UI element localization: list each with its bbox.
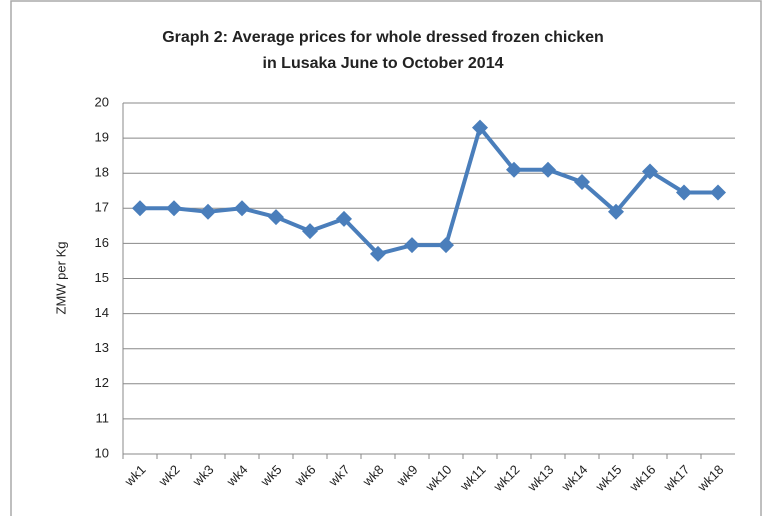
y-tick-label: 18 <box>95 165 109 180</box>
marker <box>234 200 250 217</box>
marker <box>710 184 726 201</box>
x-tick-label: wk11 <box>456 462 488 494</box>
marker <box>302 223 318 240</box>
x-tick-label: wk10 <box>422 462 455 495</box>
x-tick-label: wk14 <box>558 462 591 495</box>
chart-title: Graph 2: Average prices for whole dresse… <box>162 29 604 46</box>
marker <box>336 210 352 227</box>
y-tick-label: 14 <box>95 305 109 320</box>
x-tick-label: wk8 <box>359 462 387 490</box>
marker <box>370 245 386 262</box>
x-tick-label: wk12 <box>490 462 523 495</box>
y-tick-label: 10 <box>95 445 109 460</box>
y-tick-label: 16 <box>95 235 109 250</box>
marker <box>166 200 182 217</box>
x-tick-label: wk4 <box>223 462 251 490</box>
x-tick-label: wk2 <box>155 462 183 490</box>
x-tick-label: wk17 <box>660 462 693 495</box>
x-tick-label: wk5 <box>257 462 285 490</box>
x-tick-label: wk15 <box>592 462 625 495</box>
marker <box>642 163 658 180</box>
x-tick-label: wk13 <box>524 462 557 495</box>
marker <box>200 203 216 220</box>
y-tick-label: 17 <box>95 200 109 215</box>
chart-title: in Lusaka June to October 2014 <box>263 55 504 72</box>
marker <box>540 161 556 178</box>
marker <box>132 200 148 217</box>
frame <box>10 0 762 516</box>
marker <box>438 237 454 254</box>
y-tick-label: 15 <box>95 270 109 285</box>
marker <box>268 209 284 226</box>
marker <box>506 161 522 178</box>
y-tick-label: 12 <box>95 375 109 390</box>
y-axis-label: ZMW per Kg <box>53 242 68 315</box>
x-tick-label: wk1 <box>121 462 149 490</box>
y-tick-label: 20 <box>95 94 109 109</box>
x-tick-label: wk16 <box>626 462 659 495</box>
x-tick-label: wk3 <box>189 462 217 490</box>
marker <box>608 203 624 220</box>
marker <box>676 184 692 201</box>
line <box>140 125 718 256</box>
marker <box>472 119 488 136</box>
y-tick-label: 13 <box>95 340 109 355</box>
x-tick-label: wk7 <box>325 462 353 490</box>
x-tick-label: wk9 <box>393 462 421 490</box>
x-tick-label: wk18 <box>694 462 727 495</box>
marker <box>574 173 590 190</box>
x-tick-label: wk6 <box>291 462 319 490</box>
marker <box>404 237 420 254</box>
y-tick-label: 11 <box>96 410 110 425</box>
y-tick-label: 19 <box>95 130 109 145</box>
